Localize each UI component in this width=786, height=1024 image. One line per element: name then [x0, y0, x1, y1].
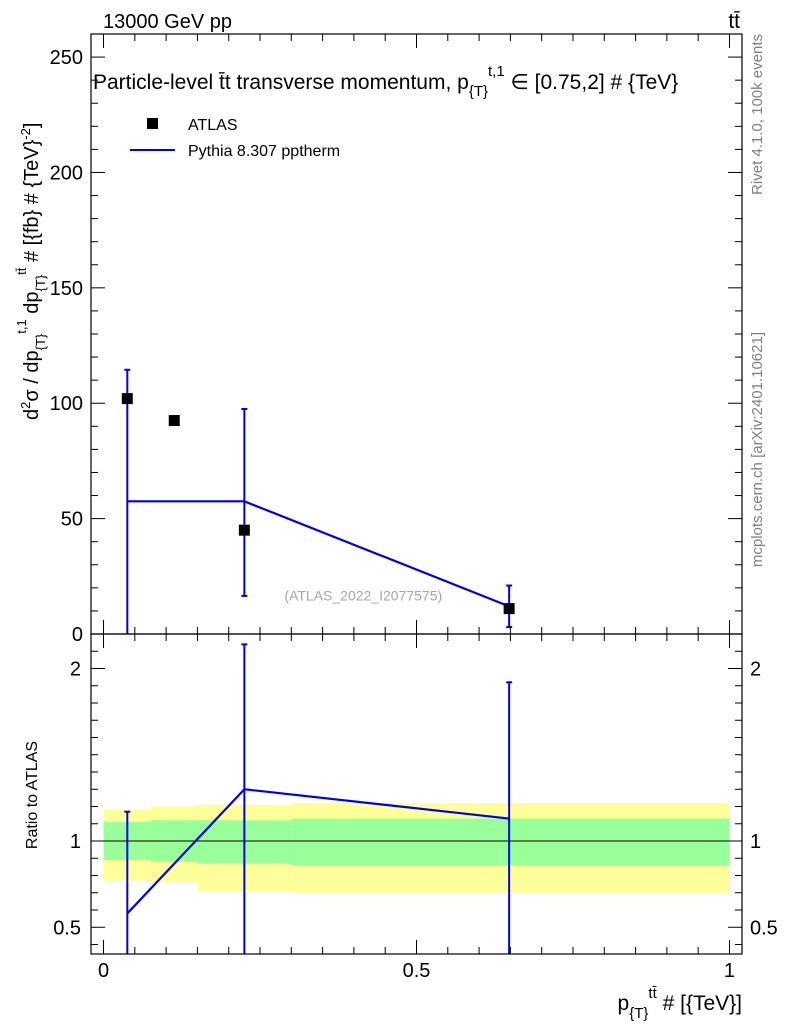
- mcplots-label: mcplots.cern.ch [arXiv:2401.10621]: [749, 332, 766, 567]
- legend-label-atlas: ATLAS: [188, 117, 238, 134]
- main-ytick-label: 100: [50, 393, 83, 415]
- ratio-ytick-label: 1: [70, 831, 81, 853]
- ratio-xtick-label: 1: [724, 960, 735, 982]
- main-title: Particle-level t̄t transverse momentum, …: [93, 63, 678, 100]
- ratio-ytick-label-right: 2: [750, 659, 761, 681]
- ratio-xtick-label: 0: [98, 960, 109, 982]
- ratio-ylabel: Ratio to ATLAS: [24, 741, 41, 849]
- main-ytick-label: 200: [50, 162, 83, 184]
- main-ytick-label: 250: [50, 47, 83, 69]
- main-panel: (ATLAS_2022_I2077575) 0 50 100 150 200 250 Pa…: [14, 33, 743, 646]
- rivet-label: Rivet 4.1.0, 100k events: [749, 34, 766, 195]
- ratio-xtick-label: 0.5: [403, 960, 431, 982]
- ratio-ytick-label: 0.5: [53, 917, 81, 939]
- watermark: (ATLAS_2022_I2077575): [284, 588, 442, 604]
- data-point-atlas: [121, 393, 133, 405]
- ratio-panel: 0.5 0.5 1 1 2 2 0 0.5 1 Ratio to ATLAS p{T}tt̄ #…: [24, 633, 778, 1022]
- main-ytick-label: 50: [61, 509, 83, 531]
- main-ytick-label: 0: [72, 624, 83, 646]
- main-ytick-label: 150: [50, 278, 83, 300]
- ratio-ytick-label-right: 1: [750, 831, 761, 853]
- ratio-band-inner: [291, 818, 730, 866]
- ratio-ytick-label-right: 0.5: [750, 917, 778, 939]
- header-process: tt̄: [728, 10, 740, 33]
- legend-label-mc: Pythia 8.307 pptherm: [188, 143, 340, 160]
- main-ylabel: d2σ / dp{T}t,1 dp{T}tt̄ # [{fb} # {TeV}-…: [14, 123, 48, 420]
- ratio-ytick-label: 2: [70, 659, 81, 681]
- data-point-atlas: [168, 415, 180, 427]
- header-energy: 13000 GeV pp: [103, 11, 232, 33]
- legend: ATLAS Pythia 8.307 pptherm: [130, 117, 340, 160]
- data-point-atlas: [503, 603, 515, 615]
- ratio-xlabel: p{T}tt̄ # [{TeV}]: [618, 985, 742, 1022]
- data-point-atlas: [238, 524, 250, 536]
- legend-marker-atlas: [147, 118, 158, 129]
